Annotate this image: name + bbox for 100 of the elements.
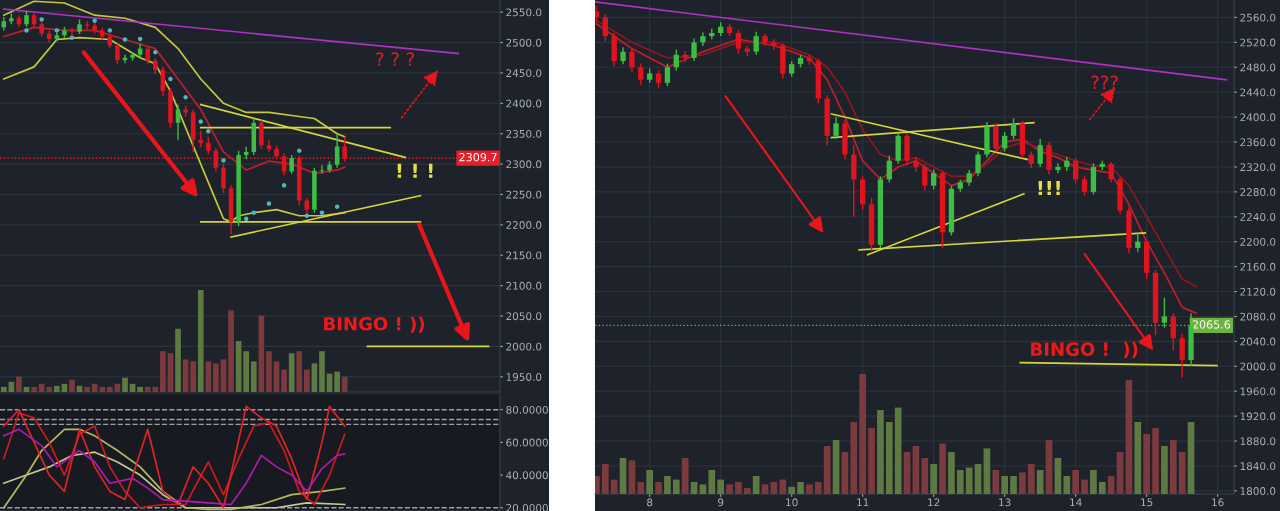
bar <box>939 443 946 494</box>
y-tick-label: 2240.0 <box>1240 213 1276 221</box>
bar <box>1187 422 1195 494</box>
y-tick-label: 2440.0 <box>1240 88 1276 97</box>
bar <box>1161 446 1168 494</box>
x-tick-label: 12 <box>928 498 940 507</box>
bar <box>850 422 858 494</box>
bar <box>885 422 893 494</box>
bar <box>779 479 787 494</box>
bar <box>31 386 37 392</box>
y-tick-label: 2000.0 <box>1240 362 1276 371</box>
candlestick <box>266 139 272 153</box>
point <box>168 76 173 82</box>
candlestick <box>334 133 340 169</box>
point <box>198 119 204 124</box>
y-tick-label: 80.0000 <box>506 405 548 414</box>
bar <box>1169 440 1177 494</box>
bar <box>761 484 769 494</box>
point <box>319 210 325 215</box>
candlestick <box>1170 312 1176 352</box>
point <box>39 17 44 22</box>
candlestick <box>975 150 981 177</box>
bar <box>877 410 884 494</box>
candlestick <box>833 116 839 140</box>
candlestick <box>115 43 120 65</box>
y-tick-label: 2520.0 <box>1240 38 1276 47</box>
candlestick <box>771 38 777 51</box>
candlestick <box>1135 231 1141 253</box>
bar <box>948 452 955 494</box>
point <box>92 18 97 23</box>
candlestick <box>638 62 644 86</box>
y-tick-label: 2350.0 <box>506 129 542 138</box>
bar <box>1098 482 1106 494</box>
y-tick-label: 2120.0 <box>1240 287 1276 296</box>
line-series <box>2 451 346 509</box>
bar <box>137 386 143 392</box>
annotation: ??? <box>1091 75 1118 89</box>
candlestick <box>993 122 999 153</box>
bar <box>1072 470 1079 494</box>
bar <box>992 470 1000 494</box>
bar <box>1019 472 1026 494</box>
bar <box>681 458 689 494</box>
bar <box>903 452 911 494</box>
x-tick-label: 9 <box>718 498 724 507</box>
point <box>137 36 143 42</box>
y-tick-label: 2360.0 <box>1240 138 1276 147</box>
point <box>69 35 75 40</box>
bar <box>637 482 645 494</box>
line-series <box>2 36 346 223</box>
ref-line-label: 2309.7 <box>459 153 497 162</box>
x-tick-label: 8 <box>647 498 653 507</box>
x-tick-label: 16 <box>1212 498 1224 507</box>
candlestick <box>602 13 608 42</box>
bar <box>1116 452 1124 494</box>
line-series <box>2 0 346 138</box>
bar <box>797 482 804 494</box>
bar <box>0 386 7 392</box>
point <box>334 204 340 209</box>
annotation: BINGO ! )) <box>1031 342 1138 359</box>
bar <box>1081 479 1088 494</box>
y-tick-label: 2080.0 <box>1240 312 1276 321</box>
candlestick <box>655 69 662 90</box>
y-tick-label: 1950.0 <box>506 373 542 381</box>
annotation: ! ! ! <box>397 163 433 178</box>
annotation: BINGO ! )) <box>324 316 425 333</box>
y-tick-label: 2250.0 <box>506 190 542 199</box>
bar <box>646 470 653 494</box>
x-tick-label: 10 <box>786 498 798 507</box>
point <box>281 183 287 188</box>
bar <box>288 353 295 392</box>
bar <box>160 351 166 392</box>
bar <box>921 458 929 494</box>
candlestick <box>1081 175 1088 197</box>
bar <box>69 379 75 392</box>
candlestick <box>673 49 679 72</box>
point <box>107 28 113 33</box>
bar <box>1045 440 1053 494</box>
bar <box>1178 452 1186 494</box>
candlestick <box>664 62 671 87</box>
candlestick <box>1161 297 1168 329</box>
candlestick <box>319 164 325 175</box>
y-tick-label: 2300.0 <box>506 160 542 169</box>
bar <box>726 484 733 494</box>
point <box>221 158 226 163</box>
bar <box>974 464 982 494</box>
y-tick-label: 2040.0 <box>1240 337 1276 346</box>
bar <box>868 428 875 494</box>
point <box>153 50 158 55</box>
bar <box>228 310 234 392</box>
bar <box>832 440 840 494</box>
point <box>296 148 302 153</box>
y-tick-label: 2200.0 <box>506 221 542 229</box>
bar <box>1027 464 1035 494</box>
y-tick-label: 60.0000 <box>506 438 548 447</box>
x-tick-label: 14 <box>1070 498 1082 507</box>
candlestick <box>84 20 90 30</box>
y-tick-label: 1880.0 <box>1240 437 1276 446</box>
point <box>206 129 211 134</box>
bar <box>814 482 822 494</box>
bar <box>334 371 340 392</box>
